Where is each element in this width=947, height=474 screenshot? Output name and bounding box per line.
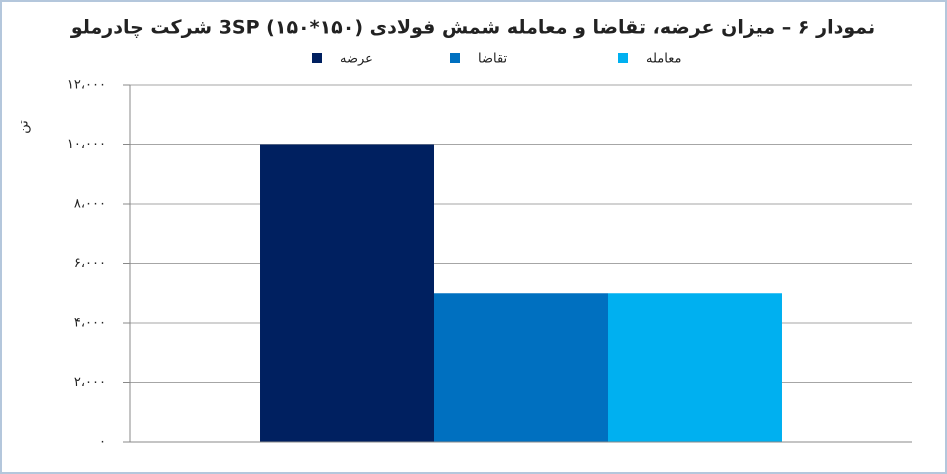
legend-label: عرضه <box>340 52 373 67</box>
legend-swatch <box>450 53 460 63</box>
bar <box>260 144 435 442</box>
y-tick-label: ۶،۰۰۰ <box>74 256 106 271</box>
y-tick-label: ۲،۰۰۰ <box>74 375 106 390</box>
y-tick-label: ۰ <box>99 435 106 450</box>
y-tick-label: ۱۰،۰۰۰ <box>67 137 106 152</box>
y-tick-label: ۴،۰۰۰ <box>74 316 106 331</box>
bar <box>434 293 608 442</box>
y-tick-label: ۸،۰۰۰ <box>74 197 106 212</box>
y-tick-label: ۱۲،۰۰۰ <box>67 78 106 93</box>
y-axis-label: تن <box>17 120 32 134</box>
bar <box>607 293 782 442</box>
legend-swatch <box>312 53 322 63</box>
chart-title: نمودار ۶ – میزان عرضه، تقاضا و معامله شم… <box>70 17 875 39</box>
legend-swatch <box>618 53 628 63</box>
legend-label: تقاضا <box>478 52 508 67</box>
legend-label: معامله <box>646 52 681 67</box>
